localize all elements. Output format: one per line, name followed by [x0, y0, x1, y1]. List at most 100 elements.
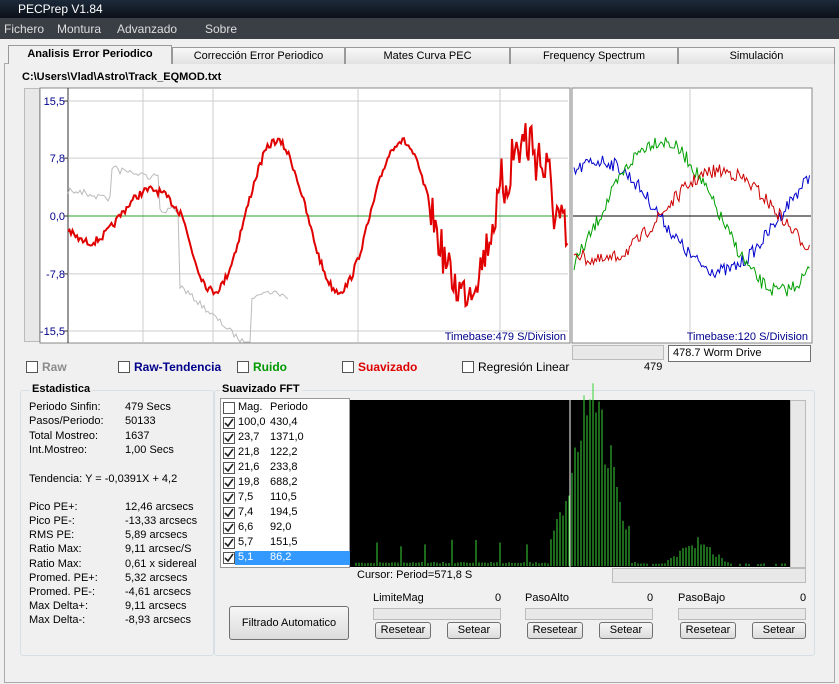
menu-item[interactable]: Advanzado: [117, 22, 178, 36]
menu-item[interactable]: Fichero: [4, 22, 45, 36]
menu-item[interactable]: Sobre: [205, 22, 238, 36]
check-mark: [224, 538, 234, 548]
tab[interactable]: Mates Curva PEC: [345, 47, 510, 64]
stat-value: -8,93 arcsecs: [125, 613, 192, 626]
worm-combo[interactable]: 478.7 Worm Drive: [668, 345, 811, 362]
check-mark: [224, 478, 234, 488]
file-path: C:\Users\Vlad\Astro\Track_EQMOD.txt: [22, 71, 222, 83]
list-cell: 23,7: [238, 431, 260, 443]
tab[interactable]: Simulación: [678, 47, 835, 64]
check-mark: [224, 418, 234, 428]
checkbox[interactable]: [26, 361, 38, 373]
slider-value: 0: [495, 592, 502, 604]
checkbox-label: Ruido: [253, 360, 287, 374]
stat-value: 9,11 arcsecs: [125, 599, 187, 612]
list-checkbox[interactable]: [223, 507, 235, 519]
stat-label: Ratio Max:: [29, 557, 82, 570]
slider-label: PasoAlto: [525, 592, 570, 604]
check-mark: [224, 433, 234, 443]
slider-track[interactable]: [373, 608, 501, 620]
stat-value: 50133: [125, 415, 156, 428]
list-checkbox[interactable]: [223, 492, 235, 504]
stat-label: Max Delta+:: [29, 599, 88, 612]
list-checkbox[interactable]: [223, 537, 235, 549]
stat-value: 12,46 arcsecs: [125, 501, 194, 514]
stat-label: Pico PE-:: [29, 515, 75, 528]
stat-value: -13,33 arcsecs: [125, 515, 198, 528]
checkbox[interactable]: [118, 361, 130, 373]
list-cell: 86,2: [270, 551, 292, 563]
reset-button[interactable]: Resetear: [375, 622, 431, 639]
list-cell: 6,6: [238, 521, 254, 533]
slider-value: 479: [644, 361, 663, 373]
worm-slider[interactable]: [572, 345, 664, 360]
list-checkbox[interactable]: [223, 477, 235, 489]
stat-value: 0,61 x sidereal: [125, 557, 197, 570]
set-button[interactable]: Setear: [599, 622, 653, 639]
list-cell: 430,4: [270, 416, 298, 428]
stat-label: Promed. PE-:: [29, 585, 96, 598]
list-cell: 110,5: [270, 491, 297, 503]
checkbox-label: Raw: [42, 360, 67, 374]
stat-value: 5,32 arcsecs: [125, 571, 188, 584]
stats-group: [20, 390, 214, 656]
slider-label: LimiteMag: [373, 592, 424, 604]
stat-value: 1,00 Secs: [125, 443, 174, 456]
list-cell: 5,1: [238, 551, 254, 563]
stat-label: Periodo Sinfin:: [29, 401, 101, 413]
list-cell: 19,8: [238, 476, 260, 488]
check-mark: [224, 523, 234, 533]
stat-value: 479 Secs: [125, 401, 171, 413]
list-cell: Mag.: [238, 401, 263, 413]
slider-track[interactable]: [678, 608, 806, 620]
list-checkbox[interactable]: [223, 522, 235, 534]
check-mark: [224, 508, 234, 518]
cursor-text: Cursor: Period=571,8 S: [357, 569, 473, 581]
list-cell: Periodo: [270, 401, 308, 413]
list-checkbox[interactable]: [223, 462, 235, 474]
tab[interactable]: Analisis Error Periodico: [8, 45, 172, 64]
checkbox[interactable]: [237, 361, 249, 373]
menu-item[interactable]: Montura: [57, 22, 102, 36]
list-checkbox[interactable]: [223, 432, 235, 444]
slider-label: PasoBajo: [678, 592, 726, 604]
fft-list[interactable]: Mag. Periodo 100,0 430,4 23,7 1371,0 21,8 122,2…: [220, 398, 350, 568]
title-bar: PECPrep V1.84: [0, 0, 839, 18]
list-checkbox[interactable]: [223, 402, 235, 414]
main-vscroll[interactable]: [24, 88, 40, 342]
list-cell: 21,8: [238, 446, 260, 458]
set-button[interactable]: Setear: [447, 622, 501, 639]
fft-title: Suavizado FFT: [220, 383, 302, 395]
menu-bar: Fichero Montura Advanzado Sobre: [0, 18, 839, 39]
list-cell: 100,0: [238, 416, 266, 428]
list-cell: 122,2: [270, 446, 298, 458]
list-checkbox[interactable]: [223, 552, 235, 564]
checkbox[interactable]: [342, 361, 354, 373]
tab[interactable]: Frequency Spectrum: [510, 47, 678, 64]
list-cell: 5,7: [238, 536, 254, 548]
list-checkbox[interactable]: [223, 447, 235, 459]
list-cell: 194,5: [270, 506, 298, 518]
reset-button[interactable]: Resetear: [680, 622, 736, 639]
list-cell: 151,5: [270, 536, 298, 548]
checkbox-label: Regresión Linear: [478, 360, 570, 374]
stat-label: RMS PE:: [29, 529, 75, 542]
stat-value: 5,89 arcsecs: [125, 529, 188, 542]
checkbox[interactable]: [462, 361, 474, 373]
reset-button[interactable]: Resetear: [527, 622, 583, 639]
check-mark: [224, 448, 234, 458]
check-mark: [224, 463, 234, 473]
list-checkbox[interactable]: [223, 417, 235, 429]
fft-hscroll[interactable]: [612, 568, 806, 583]
set-button[interactable]: Setear: [752, 622, 806, 639]
fft-vscroll[interactable]: [790, 400, 806, 568]
stat-value: 9,11 arcsec/S: [125, 543, 192, 556]
stats-title: Estadistica: [30, 383, 93, 395]
tab[interactable]: Corrección Error Periodico: [172, 47, 345, 64]
list-cell: 1371,0: [270, 431, 304, 443]
slider-track[interactable]: [525, 608, 653, 620]
window-title: PECPrep V1.84: [18, 2, 103, 16]
stat-label: Int.Mostreo:: [29, 443, 88, 456]
auto-filter-button[interactable]: Filtrado Automatico: [229, 606, 349, 640]
